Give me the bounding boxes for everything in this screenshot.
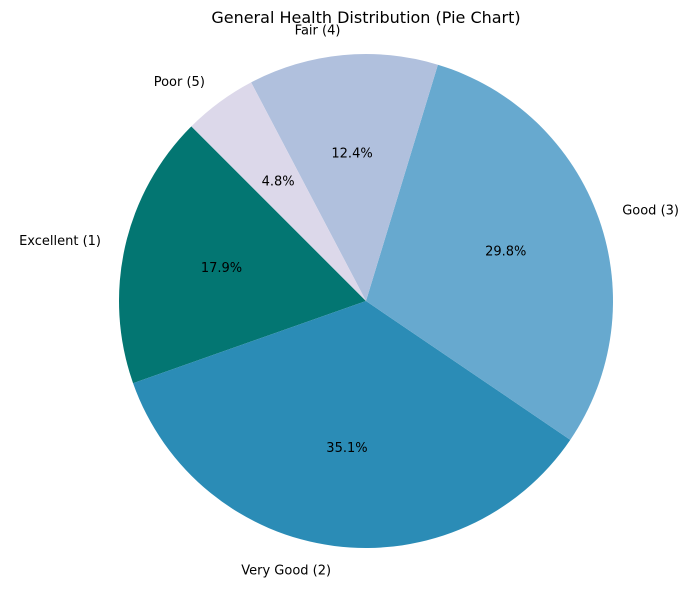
chart-title: General Health Distribution (Pie Chart) [211,8,520,27]
pie-slice-very-good-2 [133,301,571,548]
slice-percent-excellent-1: 17.9% [201,261,242,276]
slice-label-poor-5: Poor (5) [154,75,205,90]
pie-slice-excellent-1 [119,126,367,384]
slice-percent-fair-4: 12.4% [331,146,372,161]
pie-slice-good-3 [366,64,613,440]
slice-percent-good-3: 29.8% [485,245,526,260]
slice-percent-very-good-2: 35.1% [326,441,367,456]
pie-slice-fair-4 [251,53,438,302]
slice-percent-poor-5: 4.8% [262,175,295,190]
slice-label-excellent-1: Excellent (1) [19,234,101,249]
pie-slices [119,53,613,548]
slice-label-very-good-2: Very Good (2) [241,563,331,578]
pie-slice-poor-5 [191,82,366,301]
pie-labels: Excellent (1) 17.9% Very Good (2) 35.1% Good… [19,24,679,579]
slice-label-fair-4: Fair (4) [295,24,341,39]
slice-label-good-3: Good (3) [622,204,679,219]
